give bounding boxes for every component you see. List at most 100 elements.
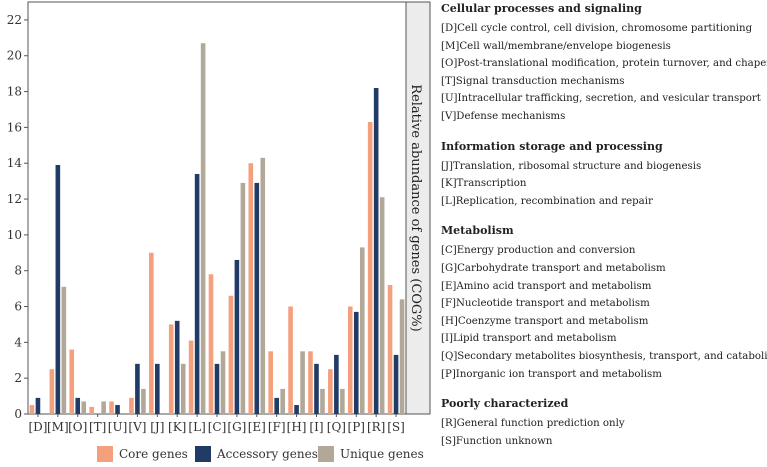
legend-group: Cellular processes and signaling [D]Cell …	[441, 2, 767, 126]
legend-item: [H]Coenzyme transport and metabolism	[441, 315, 649, 327]
bar-core-genes-J	[149, 252, 154, 414]
x-category-label: [G]	[227, 420, 246, 434]
bar-accessory-genes-L	[194, 173, 200, 414]
bar-core-genes-S	[387, 285, 393, 414]
legend-group: Metabolism [C]Energy production and conve…	[441, 224, 767, 383]
bar-core-genes-F	[268, 351, 273, 414]
legend-group-title: Poorly characterized	[441, 397, 569, 411]
legend-item: [G]Carbohydrate transport and metabolism	[441, 262, 666, 274]
legend-item: [R]General function prediction only	[441, 418, 625, 430]
bar-unique-genes-M	[61, 286, 67, 414]
bar-unique-genes-Q	[340, 388, 345, 414]
y-tick-label: 2	[14, 371, 22, 385]
legend-item: [O]Post-translational modification, prot…	[441, 58, 767, 70]
legend-item: [L]Replication, recombination and repair	[441, 195, 653, 207]
y-tick-label: 18	[7, 85, 22, 99]
bar-core-genes-L	[188, 340, 194, 414]
bar-unique-genes-H	[300, 351, 305, 414]
bar-accessory-genes-Q	[334, 354, 339, 414]
bar-accessory-genes-M	[55, 165, 61, 414]
x-category-label: [F]	[268, 420, 286, 434]
bar-unique-genes-E	[260, 157, 266, 414]
x-category-label: [U]	[108, 420, 127, 434]
x-category-label: [V]	[128, 420, 146, 434]
bar-core-genes-U	[109, 401, 114, 414]
bar-unique-genes-K	[180, 363, 186, 414]
bar-accessory-genes-U	[115, 405, 120, 414]
y-tick-label: 20	[7, 49, 22, 63]
bar-accessory-genes-S	[393, 354, 399, 414]
bar-unique-genes-V	[141, 388, 146, 414]
y-tick-label: 0	[14, 407, 22, 421]
bar-core-genes-Q	[328, 369, 333, 414]
legend-item: [Q]Secondary metabolites biosynthesis, t…	[441, 350, 767, 362]
x-category-label: [Q]	[327, 420, 346, 434]
legend-label: Accessory genes	[216, 447, 318, 461]
bar-core-genes-V	[129, 397, 134, 414]
x-category-label: [D]	[28, 420, 47, 434]
x-category-label: [K]	[168, 420, 186, 434]
legend-item: [I]Lipid transport and metabolism	[441, 333, 617, 345]
x-category-label: [S]	[387, 420, 405, 434]
x-category-label: [I]	[309, 420, 323, 434]
legend-item: [M]Cell wall/membrane/envelope biogenesi…	[441, 40, 671, 52]
bar-unique-genes-F	[280, 388, 285, 414]
legend-item: [V]Defense mechanisms	[441, 110, 566, 122]
bar-accessory-genes-D	[35, 397, 41, 414]
legend-item: [P]Inorganic ion transport and metabolis…	[441, 368, 662, 380]
legend-label: Core genes	[119, 447, 188, 461]
bar-accessory-genes-O	[75, 397, 81, 414]
bar-core-genes-M	[49, 369, 55, 414]
x-category-label: [O]	[68, 420, 87, 434]
x-category-label: [C]	[208, 420, 227, 434]
legend-item: [F]Nucleotide transport and metabolism	[441, 298, 650, 310]
y-tick-label: 12	[7, 192, 22, 206]
bar-core-genes-I	[308, 351, 313, 414]
bar-core-genes-T	[89, 406, 94, 414]
legend-item: [E]Amino acid transport and metabolism	[441, 280, 652, 292]
bar-unique-genes-O	[81, 401, 87, 414]
x-category-label: [T]	[89, 420, 106, 434]
x-category-label: [L]	[188, 420, 205, 434]
legend-item: [C]Energy production and conversion	[441, 245, 636, 257]
bar-core-genes-E	[248, 163, 254, 414]
bar-unique-genes-T	[101, 401, 106, 414]
bar-core-genes-P	[347, 306, 353, 414]
bar-core-genes-G	[228, 295, 234, 414]
x-category-label: [J]	[150, 420, 164, 434]
legend-swatch	[318, 446, 334, 462]
legend-group-title: Information storage and processing	[441, 139, 663, 153]
legend-group: Poorly characterized [R]General function …	[441, 397, 767, 450]
bar-accessory-genes-H	[294, 405, 299, 414]
y-tick-label: 4	[14, 335, 22, 349]
bar-unique-genes-S	[399, 299, 405, 414]
bar-accessory-genes-P	[353, 311, 359, 414]
bar-accessory-genes-G	[234, 259, 240, 414]
bar-core-genes-R	[367, 122, 373, 414]
bar-unique-genes-P	[359, 247, 365, 414]
y-tick-label: 14	[7, 156, 23, 170]
legend-item: [J]Translation, ribosomal structure and …	[441, 160, 702, 172]
bar-unique-genes-G	[240, 182, 246, 414]
cog-bar-chart: 0 2 4 6 8 10 12 14 16 18 20 22 [D] [M] [O] [T] [U] [V] [J]…	[7, 1, 431, 462]
bar-accessory-genes-C	[214, 363, 220, 414]
bar-accessory-genes-K	[174, 320, 180, 414]
bar-accessory-genes-I	[314, 363, 319, 414]
bar-accessory-genes-R	[373, 87, 379, 414]
x-category-label: [H]	[287, 420, 307, 434]
bar-accessory-genes-E	[254, 182, 260, 414]
cog-category-legend: Cellular processes and signaling [D]Cell …	[441, 2, 767, 464]
legend-swatch	[195, 446, 211, 462]
y-tick-label: 8	[14, 264, 22, 278]
legend-item: [D]Cell cycle control, cell division, ch…	[441, 23, 753, 34]
legend-group: Information storage and processing [J]Tra…	[441, 140, 767, 211]
y-tick-label: 10	[7, 228, 22, 242]
legend-item: [K]Transcription	[441, 178, 527, 190]
x-category-label: [M]	[47, 420, 69, 434]
y-axis-label-strip: Relative abundance of genes (COG%)	[405, 1, 431, 415]
series-legend: Core genes Accessory genes Unique genes	[97, 446, 424, 462]
bar-unique-genes-L	[200, 43, 206, 414]
bar-accessory-genes-V	[135, 363, 140, 414]
y-axis-label: Relative abundance of genes (COG%)	[408, 84, 423, 331]
y-tick-label: 16	[7, 120, 22, 134]
